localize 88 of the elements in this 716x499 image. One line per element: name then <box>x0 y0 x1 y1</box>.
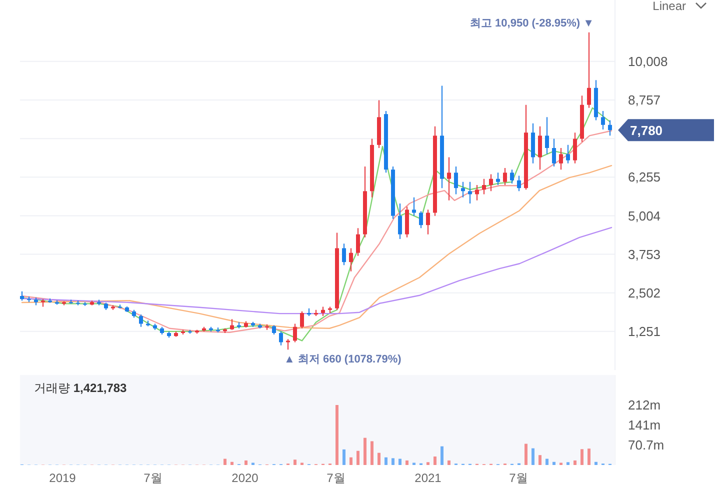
bar <box>336 405 338 465</box>
bar <box>546 458 548 465</box>
bar <box>574 460 576 465</box>
bar <box>378 452 380 465</box>
candlestick <box>139 314 143 328</box>
candlestick <box>293 323 297 343</box>
candlestick <box>454 166 458 195</box>
annotation: ▲ 최저 660 (1078.79%) <box>284 354 402 366</box>
candlestick <box>321 306 325 317</box>
candlestick <box>566 144 570 164</box>
y-tick-label: 2,502 <box>628 285 661 300</box>
bar <box>538 455 542 465</box>
candlestick <box>510 169 514 184</box>
bar <box>392 458 394 465</box>
annotation: 7,780 <box>630 122 663 138</box>
x-tick-label: 2020 <box>232 471 259 485</box>
y-tick-label: 3,753 <box>628 246 661 262</box>
bar <box>364 438 366 465</box>
y-tick-label: 5,004 <box>628 208 661 224</box>
text: Linear <box>652 0 686 13</box>
x-tick-label: 7월 <box>144 471 162 485</box>
candlestick <box>426 209 430 235</box>
bar <box>370 441 374 465</box>
candlestick <box>300 310 304 329</box>
bar <box>552 462 556 465</box>
bar <box>594 462 598 465</box>
bar <box>244 460 248 465</box>
bar <box>426 462 430 465</box>
bar <box>524 444 528 465</box>
bar <box>434 456 436 465</box>
line-series <box>21 164 612 329</box>
bar <box>532 448 534 465</box>
x-tick-label: 7월 <box>326 471 346 485</box>
candlestick <box>559 148 563 170</box>
y-tick-label: 10,008 <box>628 54 668 69</box>
candlestick <box>342 243 346 266</box>
bar <box>224 458 226 465</box>
candlestick <box>20 290 24 302</box>
candlestick <box>447 156 451 201</box>
y-tick-label: 8,757 <box>628 92 661 108</box>
bar <box>440 446 444 465</box>
bar <box>356 450 360 465</box>
bar <box>398 458 402 465</box>
candlestick <box>517 175 521 192</box>
bar <box>350 457 352 465</box>
candlestick <box>398 203 402 240</box>
bar <box>230 462 234 465</box>
candlestick <box>489 174 493 192</box>
candlestick <box>461 181 465 198</box>
candlestick <box>482 178 486 195</box>
annotation: 최고 10,950 (-28.95%) ▼ <box>470 17 594 30</box>
x-tick-label: 2019 <box>49 471 76 485</box>
bar <box>588 448 590 465</box>
candlestick <box>286 338 290 350</box>
candlestick <box>356 228 360 256</box>
candlestick <box>272 324 276 336</box>
x-tick-label: 2021 <box>414 471 442 485</box>
x-tick-label: 7월 <box>509 471 528 485</box>
bar <box>342 449 346 465</box>
y-tick-label: 6,255 <box>628 170 661 185</box>
line-series <box>21 226 612 314</box>
candlestick <box>503 168 507 186</box>
candlestick <box>279 330 283 346</box>
candlestick <box>496 172 500 186</box>
candlestick <box>412 196 416 216</box>
candlestick <box>545 116 549 155</box>
y-tick-label: 1,251 <box>628 324 661 339</box>
candlestick <box>349 248 353 272</box>
candlestick <box>468 181 472 204</box>
bar <box>566 462 570 465</box>
candlestick <box>608 120 612 136</box>
bar <box>580 449 584 465</box>
candlestick <box>475 184 479 201</box>
text: 거래량 1,421,783 <box>34 381 128 395</box>
y-tick-label: 212m <box>628 398 661 413</box>
candlestick <box>230 318 234 330</box>
bar <box>406 460 408 465</box>
y-tick-label: 141m <box>628 418 661 433</box>
candlestick <box>601 110 605 130</box>
candlestick <box>587 32 591 108</box>
bar <box>384 457 388 465</box>
candlestick <box>573 132 577 164</box>
candlestick <box>419 210 423 229</box>
candlestick <box>552 138 556 167</box>
candlestick <box>538 126 542 170</box>
bar <box>294 460 296 465</box>
y-tick-label: 70.7m <box>628 438 664 453</box>
bar <box>448 460 450 465</box>
